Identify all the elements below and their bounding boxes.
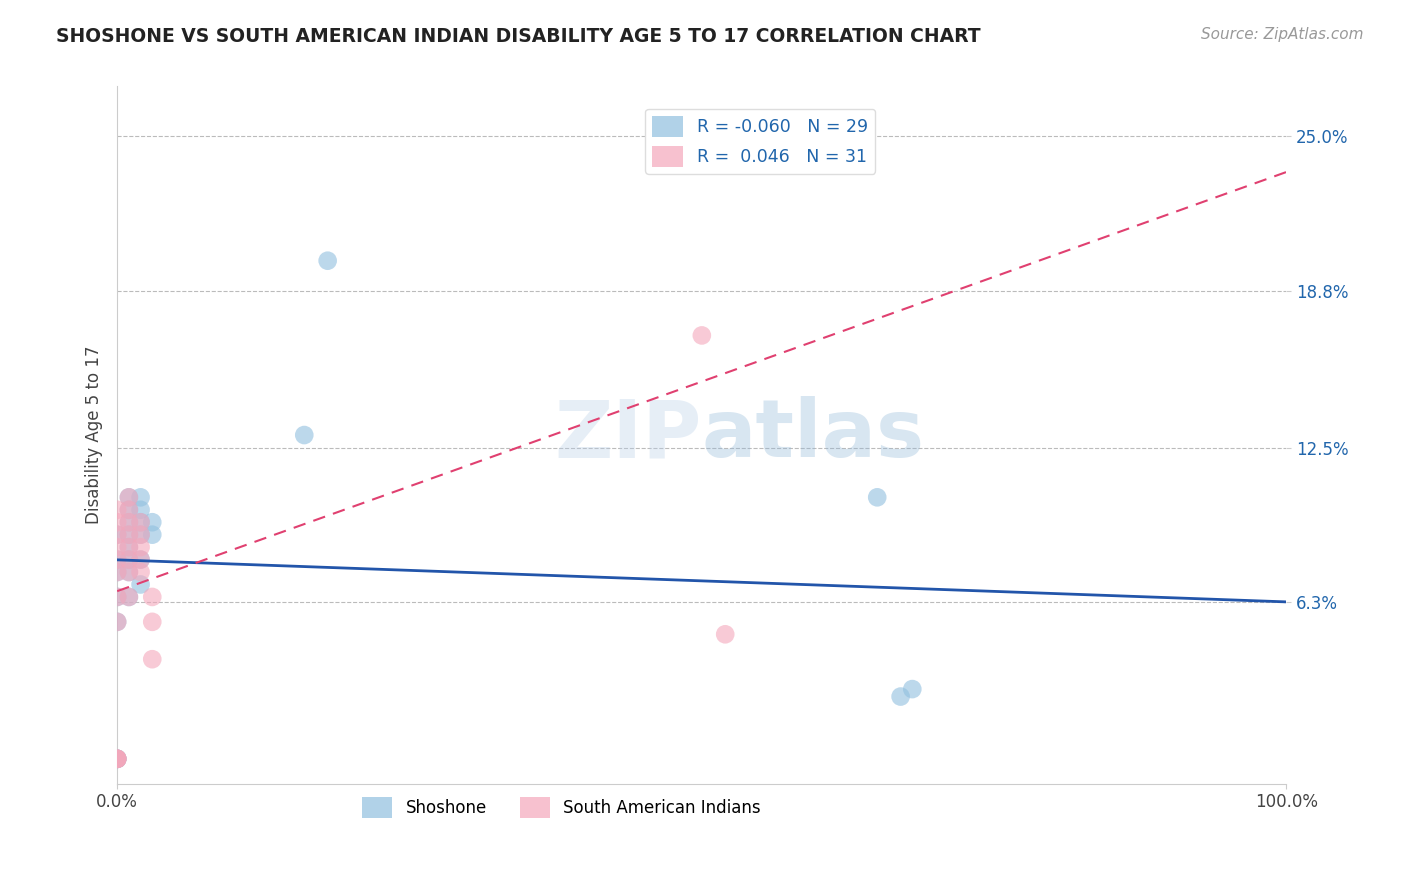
Point — [105, 502, 128, 516]
Point — [105, 752, 128, 766]
Point — [129, 552, 152, 566]
Point — [118, 527, 141, 541]
Point — [105, 590, 128, 604]
Point — [292, 428, 315, 442]
Point — [118, 552, 141, 566]
Point — [118, 502, 141, 516]
Point — [105, 752, 128, 766]
Point — [118, 515, 141, 529]
Text: Source: ZipAtlas.com: Source: ZipAtlas.com — [1201, 27, 1364, 42]
Point — [129, 552, 152, 566]
Point — [105, 615, 128, 629]
Point — [118, 590, 141, 604]
Point — [118, 527, 141, 541]
Point — [105, 527, 128, 541]
Point — [129, 527, 152, 541]
Point — [690, 328, 713, 343]
Text: SHOSHONE VS SOUTH AMERICAN INDIAN DISABILITY AGE 5 TO 17 CORRELATION CHART: SHOSHONE VS SOUTH AMERICAN INDIAN DISABI… — [56, 27, 981, 45]
Text: atlas: atlas — [702, 396, 925, 474]
Point — [105, 515, 128, 529]
Point — [118, 540, 141, 554]
Point — [141, 515, 163, 529]
Point — [105, 615, 128, 629]
Point — [105, 752, 128, 766]
Point — [105, 540, 128, 554]
Point — [668, 154, 690, 169]
Point — [129, 491, 152, 505]
Point — [141, 590, 163, 604]
Point — [129, 515, 152, 529]
Point — [141, 527, 163, 541]
Point — [129, 565, 152, 579]
Point — [129, 502, 152, 516]
Point — [714, 627, 737, 641]
Point — [316, 253, 339, 268]
Point — [129, 527, 152, 541]
Point — [890, 690, 912, 704]
Point — [129, 515, 152, 529]
Point — [118, 565, 141, 579]
Legend: Shoshone, South American Indians: Shoshone, South American Indians — [356, 790, 768, 824]
Point — [118, 502, 141, 516]
Point — [118, 565, 141, 579]
Text: ZIP: ZIP — [554, 396, 702, 474]
Point — [105, 590, 128, 604]
Point — [105, 752, 128, 766]
Point — [118, 491, 141, 505]
Point — [105, 752, 128, 766]
Point — [118, 552, 141, 566]
Point — [866, 491, 889, 505]
Point — [118, 491, 141, 505]
Point — [105, 552, 128, 566]
Point — [118, 540, 141, 554]
Point — [105, 527, 128, 541]
Point — [105, 752, 128, 766]
Point — [105, 552, 128, 566]
Point — [129, 540, 152, 554]
Point — [118, 515, 141, 529]
Point — [105, 752, 128, 766]
Point — [129, 577, 152, 591]
Point — [141, 652, 163, 666]
Y-axis label: Disability Age 5 to 17: Disability Age 5 to 17 — [86, 346, 103, 524]
Point — [141, 615, 163, 629]
Point — [105, 565, 128, 579]
Point — [118, 590, 141, 604]
Point — [901, 682, 924, 697]
Point — [105, 565, 128, 579]
